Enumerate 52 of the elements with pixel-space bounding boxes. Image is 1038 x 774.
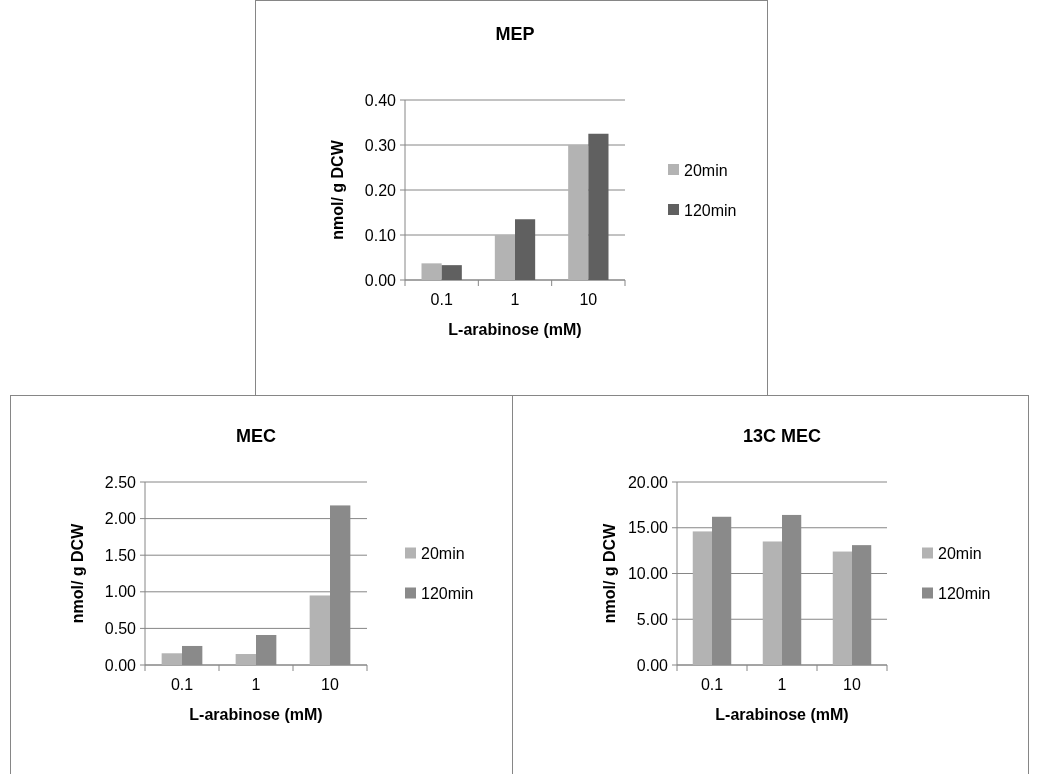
y-tick-label: 1.00	[104, 583, 137, 601]
x-tick-label: 0.1	[430, 291, 453, 308]
y-tick-label: 10.00	[627, 565, 669, 583]
y-tick-label: 0.00	[636, 656, 669, 674]
bar	[588, 133, 609, 280]
x-tick-label: 1	[251, 676, 261, 693]
bar	[494, 235, 515, 280]
bar	[832, 551, 852, 665]
legend-label: 120min	[421, 585, 474, 603]
bar	[568, 145, 589, 280]
y-axis-title: nmol/ g DCW	[69, 522, 86, 624]
legend-label: 20min	[421, 545, 465, 563]
y-tick-label: 0.50	[104, 620, 137, 637]
chart-title: MEC	[236, 426, 276, 446]
bar	[692, 531, 712, 665]
legend-label: 120min	[684, 201, 737, 219]
bar	[161, 653, 182, 665]
bar	[421, 263, 442, 280]
x-tick-label: 1	[510, 291, 520, 308]
x-axis-title: L-arabinose (mM)	[189, 706, 323, 723]
x-tick-label: 1	[777, 676, 787, 693]
y-tick-label: 2.00	[104, 510, 137, 528]
y-tick-label: 0.30	[364, 136, 397, 154]
bar	[235, 654, 256, 665]
y-tick-label: 20.00	[627, 473, 669, 491]
bar	[309, 595, 330, 665]
y-tick-label: 0.00	[364, 271, 397, 289]
y-tick-label: 1.50	[104, 546, 137, 564]
y-tick-label: 5.00	[636, 610, 669, 628]
y-tick-label: 0.20	[364, 181, 397, 199]
x-tick-label: 10	[321, 676, 339, 693]
x-tick-label: 0.1	[700, 676, 724, 693]
legend-label: 120min	[938, 585, 991, 603]
x-tick-label: 10	[579, 291, 598, 308]
legend-label: 20min	[684, 161, 728, 179]
y-tick-label: 15.00	[627, 519, 669, 537]
y-axis-title: nmol/ g DCW	[329, 139, 346, 240]
legend-label: 20min	[938, 545, 982, 563]
y-axis-title: nmol/ g DCW	[601, 522, 618, 624]
bar	[762, 541, 782, 665]
y-tick-label: 0.10	[364, 226, 397, 244]
bar	[515, 219, 536, 280]
x-axis-title: L-arabinose (mM)	[715, 706, 849, 723]
y-tick-label: 2.50	[104, 473, 137, 491]
x-tick-label: 10	[843, 676, 861, 693]
x-tick-label: 0.1	[170, 676, 194, 693]
chart-title: MEP	[495, 24, 535, 44]
chart-title: 13C MEC	[742, 426, 822, 446]
y-tick-label: 0.40	[364, 91, 397, 109]
y-tick-label: 0.00	[104, 656, 137, 674]
x-axis-title: L-arabinose (mM)	[448, 321, 582, 338]
bar	[441, 265, 462, 280]
